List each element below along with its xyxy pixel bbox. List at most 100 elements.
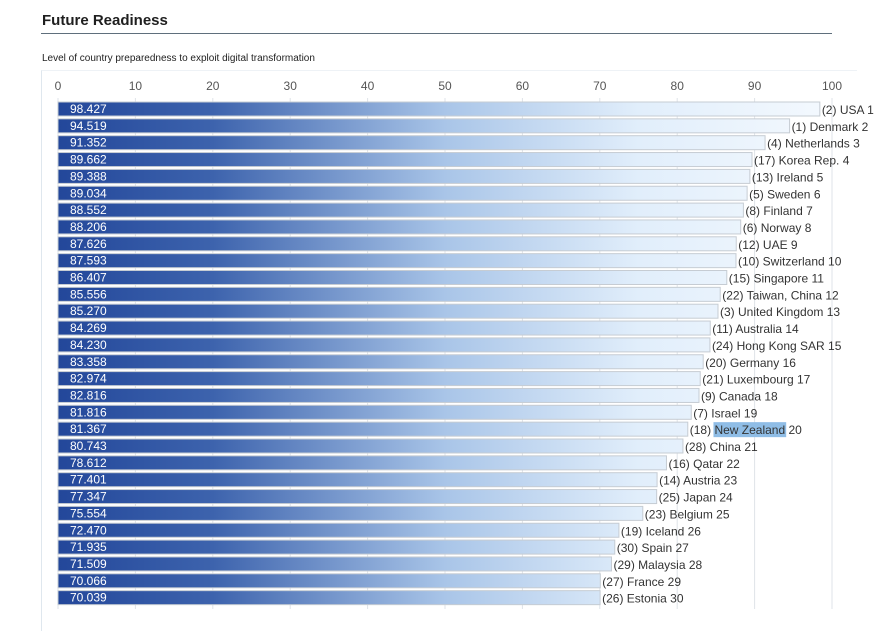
bar-row: 89.662 (17) Korea Rep. 4 xyxy=(57,152,850,168)
bar xyxy=(57,270,728,285)
bar-row: 88.206 (6) Norway 8 xyxy=(57,219,812,235)
country-label: (29) Malaysia 28 xyxy=(613,558,702,572)
bar-value-label: 86.407 xyxy=(70,271,107,285)
bar-value-label: 81.816 xyxy=(70,405,107,419)
current-rank: 24 xyxy=(716,491,733,505)
current-rank: 26 xyxy=(684,524,701,538)
previous-rank: (8) xyxy=(745,204,763,218)
current-rank: 13 xyxy=(823,305,840,319)
country-name: Netherlands xyxy=(785,137,850,151)
country-name: Germany xyxy=(730,356,779,370)
previous-rank: (29) xyxy=(613,558,638,572)
bar xyxy=(57,590,601,606)
bar xyxy=(57,438,684,454)
country-name: Japan xyxy=(683,491,716,505)
country-label: (23) Belgium 25 xyxy=(645,507,730,521)
bar-row: 78.612 (16) Qatar 22 xyxy=(57,455,740,471)
bar-value-label: 82.816 xyxy=(70,388,107,402)
country-name: Malaysia xyxy=(638,558,686,572)
bar-value-label: 84.230 xyxy=(70,338,107,352)
bar-value-label: 70.039 xyxy=(70,591,107,605)
bar-row: 85.270 (3) United Kingdom 13 xyxy=(57,303,840,319)
previous-rank: (20) xyxy=(705,356,730,370)
bar-value-label: 70.066 xyxy=(70,574,107,588)
country-label: (13) Ireland 5 xyxy=(752,170,824,184)
x-tick-label: 10 xyxy=(129,79,143,93)
country-name: Estonia xyxy=(627,592,667,606)
current-rank: 18 xyxy=(761,389,778,403)
text-selection-highlight xyxy=(713,422,787,438)
country-name: Qatar xyxy=(693,457,723,471)
current-rank: 23 xyxy=(720,474,737,488)
x-tick-label: 80 xyxy=(671,79,685,93)
current-rank: 19 xyxy=(741,406,758,420)
page-title: Future Readiness xyxy=(42,12,168,29)
previous-rank: (13) xyxy=(752,170,777,184)
previous-rank: (28) xyxy=(685,440,710,454)
bar xyxy=(57,354,704,370)
x-tick-label: 40 xyxy=(361,79,375,93)
country-label: (2) USA 1 xyxy=(822,103,874,117)
bar-row: 91.352 (4) Netherlands 3 xyxy=(57,135,860,151)
bar-value-label: 85.556 xyxy=(70,287,107,301)
country-name: France xyxy=(627,575,665,589)
previous-rank: (5) xyxy=(749,187,767,201)
bar-chart: 0 10 20 30 40 50 60 70 80 90 100 98.427 (2) USA 194… xyxy=(55,79,874,609)
bar xyxy=(57,152,753,168)
x-tick-label: 0 xyxy=(55,79,62,93)
bar-value-label: 91.352 xyxy=(70,136,107,150)
previous-rank: (19) xyxy=(621,524,646,538)
current-rank: 20 xyxy=(785,423,802,437)
current-rank: 9 xyxy=(788,238,798,252)
current-rank: 1 xyxy=(864,103,874,117)
bar xyxy=(57,539,616,555)
bar xyxy=(57,185,748,201)
previous-rank: (3) xyxy=(720,305,738,319)
bar xyxy=(57,404,692,420)
bar-value-label: 89.034 xyxy=(70,186,107,200)
current-rank: 5 xyxy=(813,170,823,184)
bar xyxy=(57,202,744,218)
previous-rank: (27) xyxy=(602,575,627,589)
previous-rank: (26) xyxy=(602,592,627,606)
country-label: (16) Qatar 22 xyxy=(668,457,740,471)
bar-value-label: 89.662 xyxy=(70,153,107,167)
bar xyxy=(57,286,721,302)
previous-rank: (30) xyxy=(617,541,642,555)
previous-rank: (12) xyxy=(738,238,763,252)
country-label: (10) Switzerland 10 xyxy=(738,255,842,269)
bar-row: 98.427 (2) USA 1 xyxy=(57,101,874,117)
country-label: (5) Sweden 6 xyxy=(749,187,821,201)
current-rank: 27 xyxy=(672,541,689,555)
bar-value-label: 72.470 xyxy=(70,523,107,537)
country-name: UAE xyxy=(763,238,788,252)
country-label: (27) France 29 xyxy=(602,575,681,589)
country-label: (26) Estonia 30 xyxy=(602,592,684,606)
bar-row: 77.347 (25) Japan 24 xyxy=(57,489,733,505)
bar-value-label: 89.388 xyxy=(70,169,107,183)
previous-rank: (2) xyxy=(822,103,840,117)
country-name: Iceland xyxy=(646,524,685,538)
bar xyxy=(57,371,701,387)
current-rank: 10 xyxy=(825,255,842,269)
country-label: (15) Singapore 11 xyxy=(729,272,825,286)
current-rank: 28 xyxy=(686,558,703,572)
bar xyxy=(57,522,620,538)
bar-row: 77.401 (14) Austria 23 xyxy=(57,472,737,488)
previous-rank: (9) xyxy=(701,389,719,403)
bar xyxy=(57,303,719,319)
previous-rank: (23) xyxy=(645,507,670,521)
country-label: (12) UAE 9 xyxy=(738,238,798,252)
bar-value-label: 81.367 xyxy=(70,422,107,436)
country-label: (14) Austria 23 xyxy=(659,474,737,488)
previous-rank: (6) xyxy=(743,221,761,235)
bar-value-label: 71.935 xyxy=(70,540,107,554)
bar-value-label: 77.401 xyxy=(70,473,107,487)
bar-row: 75.554 (23) Belgium 25 xyxy=(57,505,730,521)
bar-value-label: 87.626 xyxy=(70,237,107,251)
bar-row: 88.552 (8) Finland 7 xyxy=(57,202,813,218)
previous-rank: (15) xyxy=(729,272,754,286)
bar-row: 71.509 (29) Malaysia 28 xyxy=(57,556,703,572)
country-label: (7) Israel 19 xyxy=(693,406,757,420)
current-rank: 7 xyxy=(803,204,813,218)
